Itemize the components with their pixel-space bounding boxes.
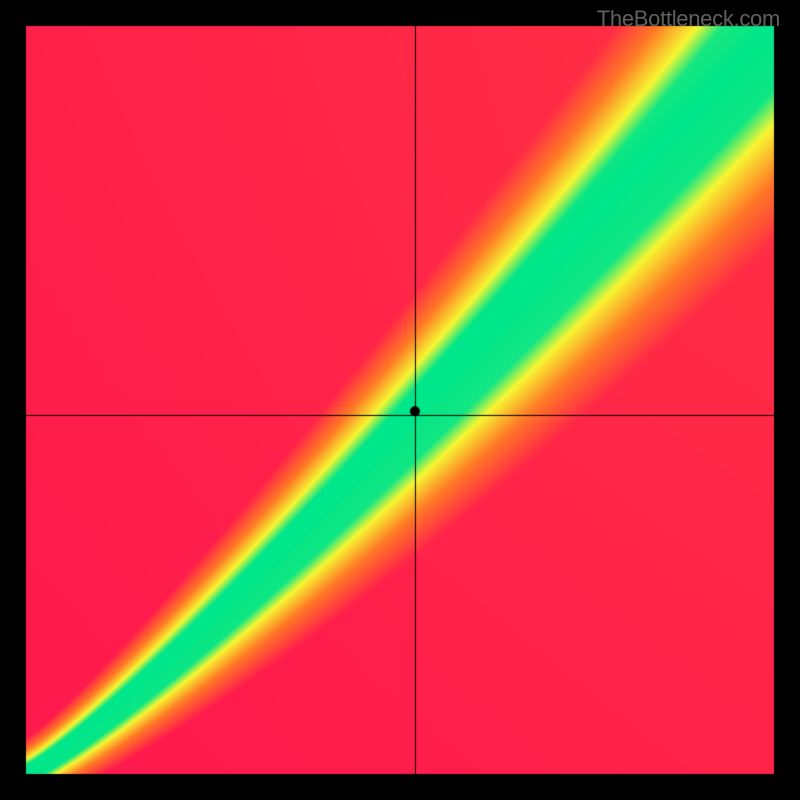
chart-container: TheBottleneck.com [0,0,800,800]
heatmap-canvas [0,0,800,800]
watermark-text: TheBottleneck.com [597,6,780,32]
